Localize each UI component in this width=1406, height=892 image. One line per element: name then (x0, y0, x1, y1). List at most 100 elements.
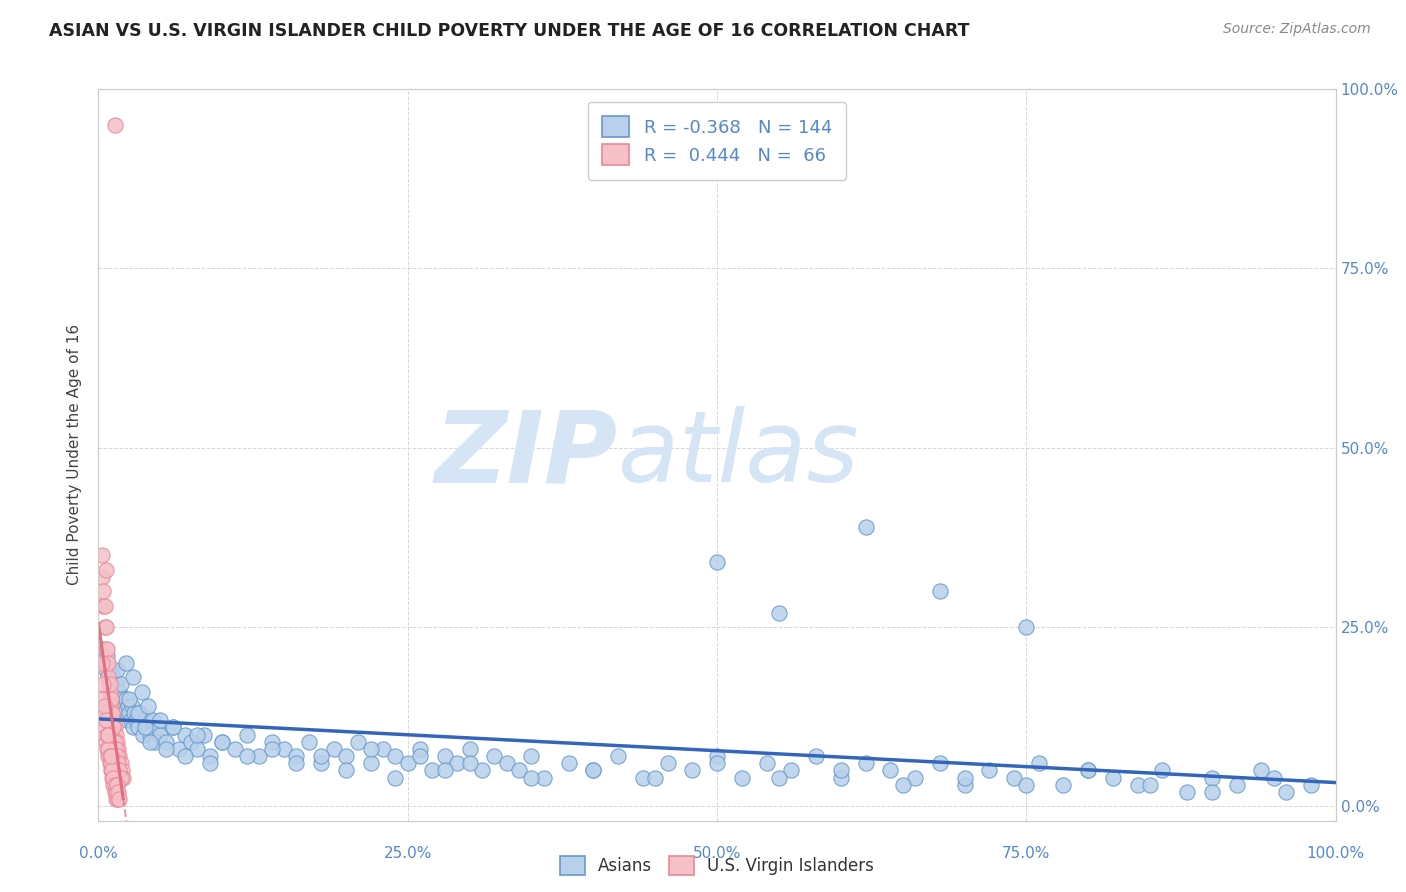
Point (132, 728, 155, 742)
Point (953, 778, 976, 792)
Point (110, 677, 132, 691)
Point (1126, 778, 1149, 792)
Point (891, 778, 914, 792)
Point (103, 670, 125, 684)
Point (105, 785, 128, 799)
Point (347, 735, 370, 749)
Text: Source: ZipAtlas.com: Source: ZipAtlas.com (1223, 22, 1371, 37)
Point (371, 742, 394, 756)
Point (103, 713, 125, 727)
Point (94, 620, 117, 634)
Point (134, 713, 156, 727)
Legend: Asians, U.S. Virgin Islanders: Asians, U.S. Virgin Islanders (553, 849, 882, 882)
Text: ASIAN VS U.S. VIRGIN ISLANDER CHILD POVERTY UNDER THE AGE OF 16 CORRELATION CHAR: ASIAN VS U.S. VIRGIN ISLANDER CHILD POVE… (49, 22, 970, 40)
Point (105, 684, 128, 698)
Point (100, 764, 122, 778)
Point (134, 720, 156, 734)
Point (93, 599, 115, 613)
Point (104, 785, 127, 799)
Text: ZIP: ZIP (434, 407, 619, 503)
Point (879, 764, 901, 778)
Point (103, 720, 125, 734)
Point (110, 706, 132, 720)
Point (409, 749, 432, 764)
Point (1102, 771, 1125, 785)
Point (928, 584, 950, 599)
Point (174, 728, 197, 742)
Point (101, 764, 124, 778)
Point (117, 698, 139, 713)
Point (396, 756, 419, 771)
Point (495, 756, 517, 771)
Point (582, 764, 605, 778)
Point (1250, 764, 1272, 778)
Point (131, 684, 153, 698)
Point (96, 728, 118, 742)
Point (97, 728, 120, 742)
Point (360, 742, 382, 756)
Point (211, 735, 233, 749)
Point (433, 749, 456, 764)
Point (1028, 756, 1050, 771)
Point (94, 641, 117, 656)
Point (103, 771, 125, 785)
Point (97, 656, 120, 670)
Point (122, 720, 145, 734)
Point (260, 742, 283, 756)
Point (104, 742, 127, 756)
Point (93, 656, 115, 670)
Text: atlas: atlas (619, 407, 859, 503)
Point (98, 677, 121, 691)
Point (107, 785, 129, 799)
Point (285, 749, 308, 764)
Point (93, 698, 115, 713)
Point (285, 756, 308, 771)
Point (953, 771, 976, 785)
Point (98, 677, 121, 691)
Point (107, 756, 129, 771)
Point (198, 749, 221, 764)
Point (112, 771, 135, 785)
Point (93, 620, 115, 634)
Point (114, 691, 136, 706)
Point (103, 785, 125, 799)
Text: 75.0%: 75.0% (1002, 846, 1050, 861)
Point (236, 749, 259, 764)
Point (830, 771, 852, 785)
Point (360, 756, 382, 771)
Point (335, 764, 357, 778)
Point (93, 584, 115, 599)
Point (139, 728, 162, 742)
Point (105, 749, 128, 764)
Point (830, 764, 852, 778)
Point (97, 742, 120, 756)
Point (127, 706, 149, 720)
Point (136, 720, 159, 734)
Point (198, 756, 221, 771)
Point (136, 698, 159, 713)
Point (105, 735, 128, 749)
Point (108, 792, 131, 806)
Point (322, 742, 344, 756)
Point (111, 691, 134, 706)
Point (98, 749, 121, 764)
Point (384, 749, 406, 764)
Point (103, 691, 125, 706)
Point (129, 706, 152, 720)
Point (174, 749, 197, 764)
Point (104, 792, 127, 806)
Point (96, 656, 118, 670)
Point (105, 778, 128, 792)
Point (180, 735, 202, 749)
Point (458, 742, 481, 756)
Point (100, 691, 122, 706)
Point (904, 771, 927, 785)
Text: 25.0%: 25.0% (384, 846, 432, 861)
Point (101, 684, 124, 698)
Point (107, 792, 129, 806)
Point (139, 735, 162, 749)
Text: 50.0%: 50.0% (693, 846, 741, 861)
Point (105, 663, 128, 677)
Point (1077, 764, 1099, 778)
Point (94, 735, 117, 749)
